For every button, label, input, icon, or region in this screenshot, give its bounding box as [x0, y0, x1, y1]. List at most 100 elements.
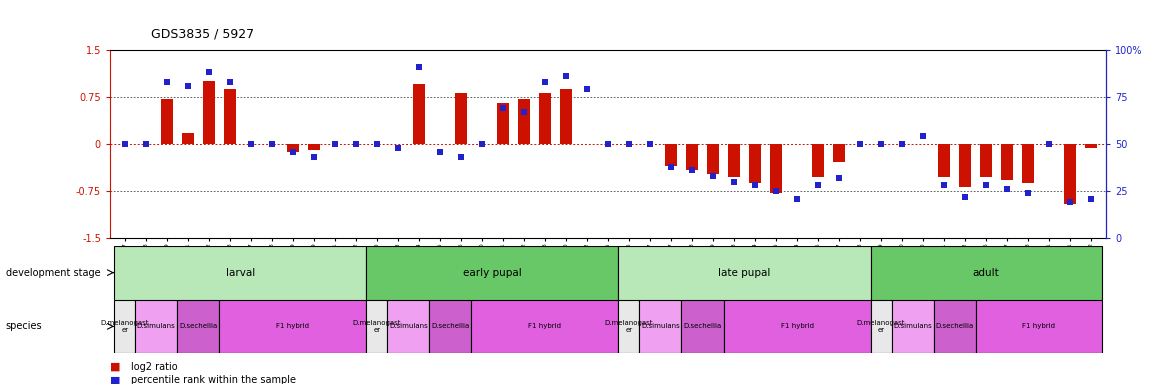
Point — [1019, 190, 1038, 196]
Text: ■: ■ — [110, 362, 120, 372]
Bar — [387, 300, 430, 353]
Point — [914, 133, 932, 139]
Text: F1 hybrid: F1 hybrid — [528, 323, 562, 329]
Point — [1061, 199, 1079, 205]
Text: D.melanogast
er: D.melanogast er — [857, 320, 906, 333]
Point — [746, 182, 764, 189]
Point — [683, 167, 702, 174]
Bar — [115, 300, 135, 353]
Text: D.melanogast
er: D.melanogast er — [352, 320, 401, 333]
Bar — [728, 144, 740, 177]
Bar — [834, 144, 845, 162]
Bar — [203, 81, 214, 144]
Bar — [938, 144, 950, 177]
Bar — [287, 144, 299, 152]
Text: D.simulans: D.simulans — [137, 323, 176, 329]
Text: D.simulans: D.simulans — [642, 323, 680, 329]
Bar — [724, 300, 871, 353]
Text: percentile rank within the sample: percentile rank within the sample — [131, 375, 295, 384]
Bar — [1085, 144, 1097, 148]
Text: log2 ratio: log2 ratio — [131, 362, 177, 372]
Bar — [1023, 144, 1034, 183]
Point — [808, 182, 827, 189]
Point — [389, 145, 408, 151]
Point — [998, 186, 1017, 192]
Bar — [471, 300, 618, 353]
Text: early pupal: early pupal — [463, 268, 522, 278]
Text: D.simulans: D.simulans — [389, 323, 427, 329]
Bar — [1002, 144, 1013, 180]
Point — [557, 73, 576, 79]
Bar — [518, 99, 529, 144]
Point — [472, 141, 491, 147]
Point — [872, 141, 891, 147]
Point — [220, 79, 239, 85]
Text: adult: adult — [973, 268, 999, 278]
Point — [767, 188, 785, 194]
Point — [116, 141, 134, 147]
Bar — [812, 144, 823, 177]
Point — [725, 179, 743, 185]
Bar — [665, 144, 676, 166]
Text: D.simulans: D.simulans — [893, 323, 932, 329]
Bar — [366, 300, 387, 353]
Point — [325, 141, 344, 147]
Bar — [749, 144, 761, 183]
Bar — [115, 246, 366, 300]
Point — [536, 79, 555, 85]
Bar — [497, 103, 508, 144]
Bar — [682, 300, 724, 353]
Text: late pupal: late pupal — [718, 268, 771, 278]
Bar — [223, 89, 235, 144]
Text: ■: ■ — [110, 375, 120, 384]
Point — [346, 141, 365, 147]
Point — [431, 149, 449, 155]
Point — [977, 182, 996, 189]
Bar — [182, 133, 193, 144]
Text: GDS3835 / 5927: GDS3835 / 5927 — [151, 27, 254, 40]
Point — [452, 154, 470, 160]
Bar — [430, 300, 471, 353]
Bar — [871, 300, 892, 353]
Point — [284, 149, 302, 155]
Point — [157, 79, 176, 85]
Bar — [618, 300, 639, 353]
Point — [137, 141, 155, 147]
Bar — [177, 300, 219, 353]
Bar — [871, 246, 1101, 300]
Bar — [981, 144, 992, 177]
Bar — [976, 300, 1101, 353]
Text: D.melanogast
er: D.melanogast er — [101, 320, 149, 333]
Text: larval: larval — [226, 268, 255, 278]
Bar — [308, 144, 320, 150]
Bar — [892, 300, 933, 353]
Point — [955, 194, 974, 200]
Bar — [135, 300, 177, 353]
Text: D.melanogast
er: D.melanogast er — [604, 320, 653, 333]
Point — [199, 70, 218, 76]
Text: F1 hybrid: F1 hybrid — [1023, 323, 1055, 329]
Bar — [618, 246, 871, 300]
Bar — [560, 89, 572, 144]
Point — [640, 141, 659, 147]
Text: F1 hybrid: F1 hybrid — [277, 323, 309, 329]
Bar — [1064, 144, 1076, 204]
Point — [367, 141, 386, 147]
Point — [305, 154, 323, 160]
Point — [263, 141, 281, 147]
Text: D.sechellia: D.sechellia — [179, 323, 218, 329]
Point — [514, 109, 533, 115]
Bar — [770, 144, 782, 193]
Text: D.sechellia: D.sechellia — [936, 323, 974, 329]
Point — [851, 141, 870, 147]
Point — [1082, 195, 1100, 202]
Point — [830, 175, 849, 181]
Bar — [455, 93, 467, 144]
Bar — [959, 144, 970, 187]
Bar — [161, 99, 173, 144]
Bar — [366, 246, 618, 300]
Bar — [933, 300, 976, 353]
Point — [178, 83, 197, 89]
Bar — [219, 300, 366, 353]
Point — [787, 195, 806, 202]
